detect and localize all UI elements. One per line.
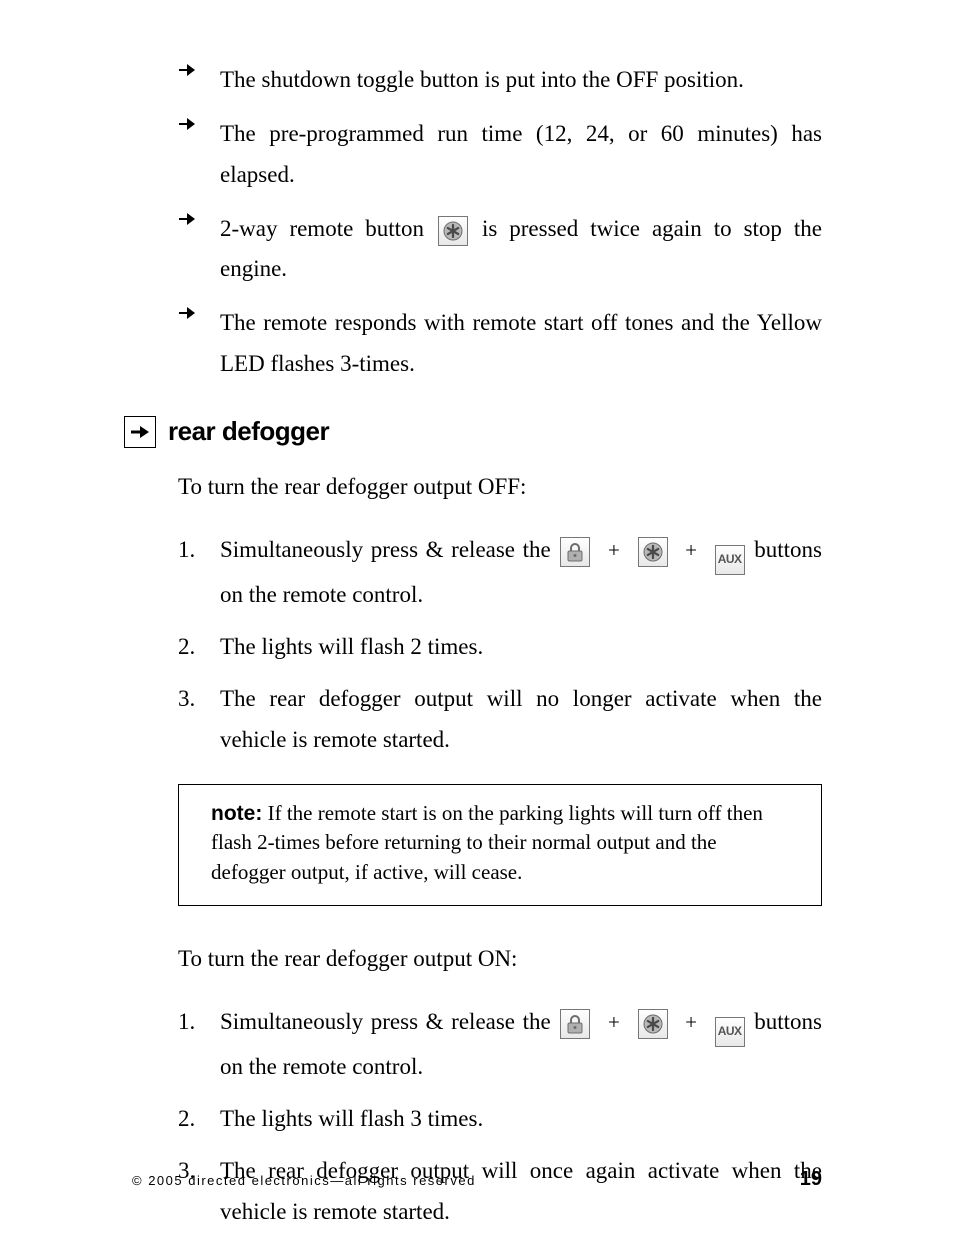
asterisk-button-icon <box>438 216 468 246</box>
bullet-item: 2-way remote button is pressed twice aga… <box>178 209 822 290</box>
list-text: The rear defogger output will no longer … <box>220 679 822 760</box>
list-item: 2. The lights will flash 2 times. <box>178 627 822 667</box>
plus-separator: + <box>685 532 697 569</box>
note-text: If the remote start is on the parking li… <box>211 801 763 884</box>
section-arrow-icon <box>124 416 156 448</box>
list-text: Simultaneously press & release the + + A… <box>220 1002 822 1087</box>
off-steps-list: 1. Simultaneously press & release the + … <box>178 530 822 760</box>
list-text: The lights will flash 2 times. <box>220 627 822 667</box>
list-marker: 3. <box>178 679 220 760</box>
list-item: 1. Simultaneously press & release the + … <box>178 530 822 615</box>
list-marker: 2. <box>178 1099 220 1139</box>
aux-button-icon: AUX <box>715 1017 745 1047</box>
lock-button-icon <box>560 537 590 567</box>
list-marker: 1. <box>178 1002 220 1087</box>
page-footer: © 2005 directed electronics—all rights r… <box>132 1168 822 1191</box>
footer-page-number: 19 <box>800 1168 822 1191</box>
bullet-arrow-icon <box>178 209 220 290</box>
aux-label: AUX <box>718 1021 742 1042</box>
bullet-text: The shutdown toggle button is put into t… <box>220 60 822 100</box>
bullet-item: The shutdown toggle button is put into t… <box>178 60 822 100</box>
plus-separator: + <box>608 532 620 569</box>
asterisk-button-icon <box>638 537 668 567</box>
intro-paragraph-on: To turn the rear defogger output ON: <box>178 942 822 977</box>
bullet-text: 2-way remote button is pressed twice aga… <box>220 209 822 290</box>
footer-copyright: © 2005 directed electronics—all rights r… <box>132 1173 476 1188</box>
list-text: Simultaneously press & release the + + A… <box>220 530 822 615</box>
list-marker: 1. <box>178 530 220 615</box>
list-item: 3. The rear defogger output will no long… <box>178 679 822 760</box>
bullet-text: The pre-programmed run time (12, 24, or … <box>220 114 822 195</box>
aux-button-icon: AUX <box>715 545 745 575</box>
list-item: 1. Simultaneously press & release the + … <box>178 1002 822 1087</box>
plus-separator: + <box>608 1004 620 1041</box>
intro-paragraph-off: To turn the rear defogger output OFF: <box>178 470 822 505</box>
top-bullet-list: The shutdown toggle button is put into t… <box>178 60 822 384</box>
note-label: note: <box>211 802 262 825</box>
list-item: 3. The rear defogger output will once ag… <box>178 1151 822 1232</box>
aux-label: AUX <box>718 549 742 570</box>
bullet-item: The pre-programmed run time (12, 24, or … <box>178 114 822 195</box>
note-box: note: If the remote start is on the park… <box>178 784 822 906</box>
list-text: The rear defogger output will once again… <box>220 1151 822 1232</box>
list-item: 2. The lights will flash 3 times. <box>178 1099 822 1139</box>
lock-button-icon <box>560 1009 590 1039</box>
section-header: rear defogger <box>124 416 822 448</box>
list-marker: 3. <box>178 1151 220 1232</box>
plus-separator: + <box>685 1004 697 1041</box>
asterisk-button-icon <box>638 1009 668 1039</box>
bullet-arrow-icon <box>178 114 220 195</box>
text-fragment: 2-way remote button <box>220 216 436 241</box>
list-text: The lights will flash 3 times. <box>220 1099 822 1139</box>
bullet-arrow-icon <box>178 60 220 100</box>
text-fragment: Simultaneously press & release the <box>220 1009 558 1034</box>
list-marker: 2. <box>178 627 220 667</box>
text-fragment: Simultaneously press & release the <box>220 537 558 562</box>
bullet-item: The remote responds with remote start of… <box>178 303 822 384</box>
section-title: rear defogger <box>168 416 329 447</box>
bullet-text: The remote responds with remote start of… <box>220 303 822 384</box>
on-steps-list: 1. Simultaneously press & release the + … <box>178 1002 822 1232</box>
bullet-arrow-icon <box>178 303 220 384</box>
